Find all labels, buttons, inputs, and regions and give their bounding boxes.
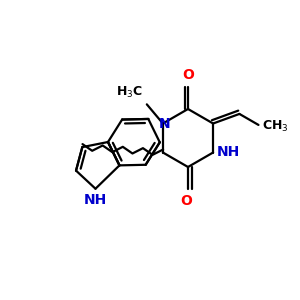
- Text: H$_3$C: H$_3$C: [116, 85, 143, 100]
- Text: NH: NH: [84, 193, 107, 207]
- Text: NH: NH: [217, 146, 240, 160]
- Text: CH$_3$: CH$_3$: [262, 119, 289, 134]
- Text: O: O: [182, 68, 194, 82]
- Text: N: N: [159, 116, 171, 130]
- Text: O: O: [180, 194, 192, 208]
